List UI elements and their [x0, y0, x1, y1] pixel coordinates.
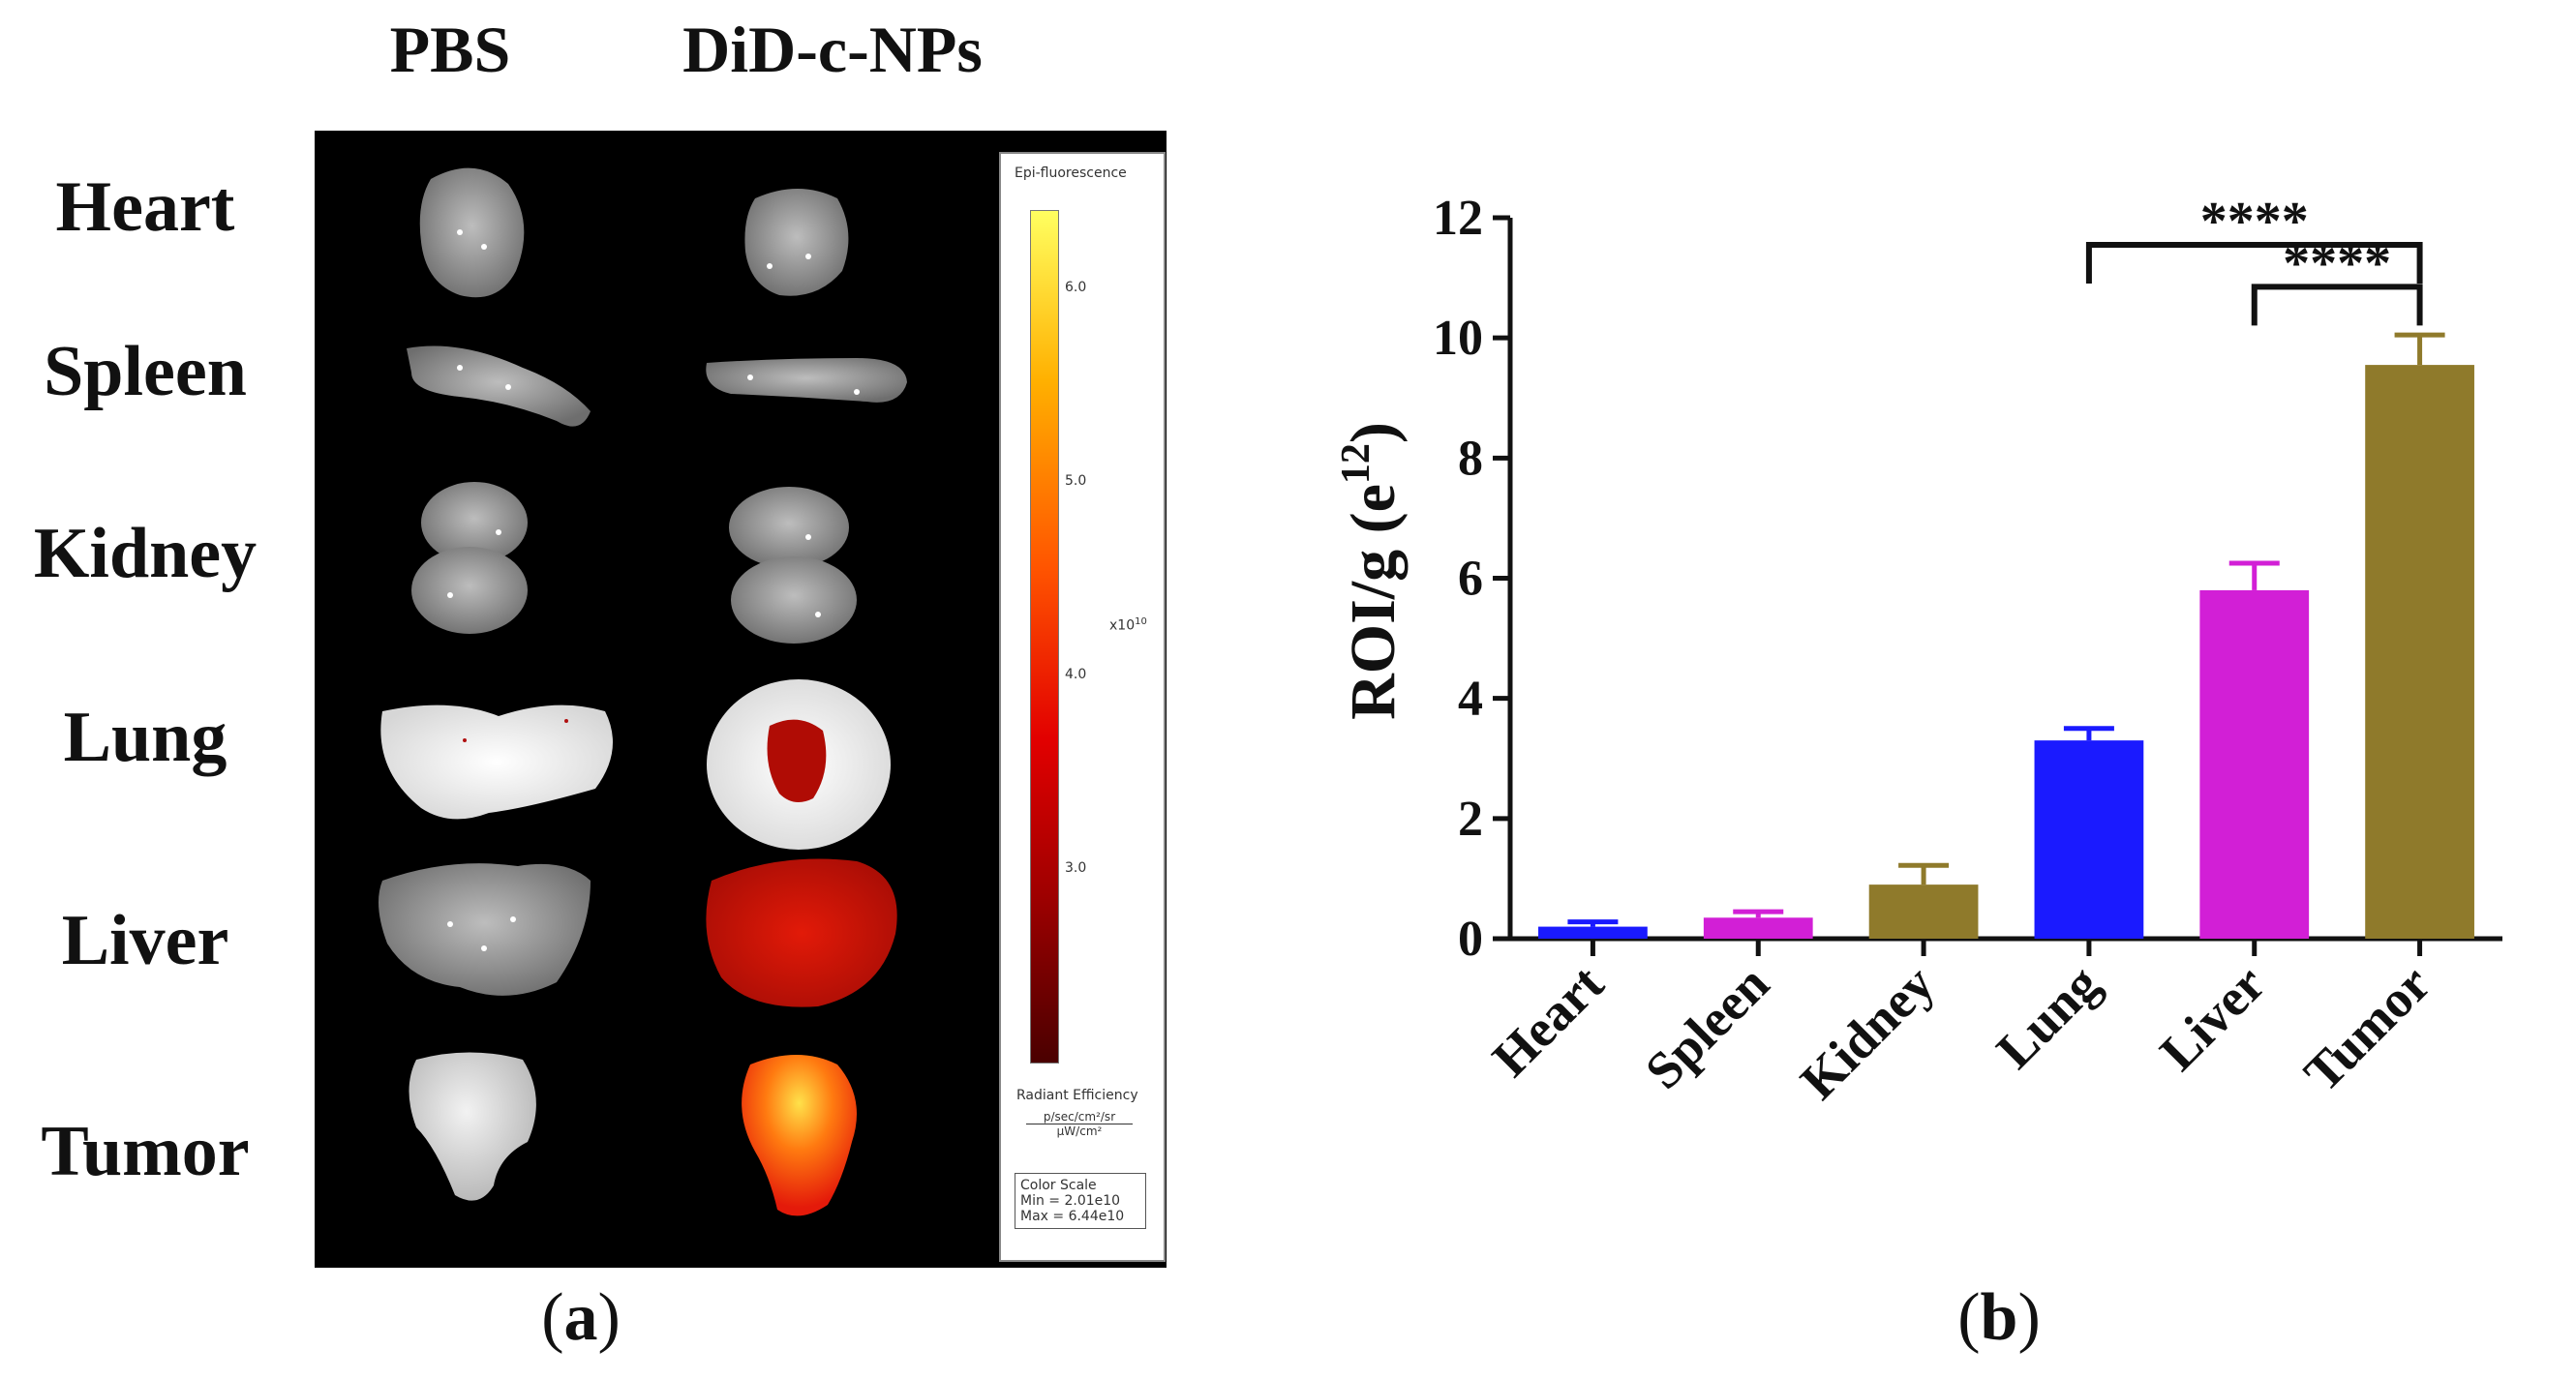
- colorbar-tick-6: 6.0: [1065, 280, 1087, 295]
- organ-lung-did: [707, 679, 891, 850]
- organ-heart-pbs: [419, 167, 525, 298]
- colorbar-title: Epi-fluorescence: [1015, 165, 1127, 181]
- y-tick-label: 4: [1458, 672, 1483, 727]
- row-label-liver: Liver: [61, 901, 229, 980]
- y-tick-label: 0: [1458, 912, 1483, 967]
- y-tick-label: 2: [1458, 792, 1483, 847]
- y-axis-title: ROI/g (e12): [1334, 422, 1409, 720]
- y-tick-label: 10: [1433, 311, 1483, 366]
- organ-tumor-did: [742, 1055, 857, 1216]
- row-label-tumor: Tumor: [41, 1112, 250, 1191]
- organ-heart-did: [744, 189, 849, 296]
- y-tick-label: 8: [1458, 431, 1483, 486]
- organ-spleen-did: [706, 358, 907, 403]
- bar-lung: [2034, 740, 2144, 939]
- y-tick-label: 12: [1433, 191, 1483, 246]
- organ-liver-pbs: [379, 863, 591, 996]
- significance-label: ****: [2200, 192, 2309, 252]
- colorbar-unit-fraction: p/sec/cm²/sr µW/cm²: [1026, 1110, 1133, 1138]
- color-scale-box: Color Scale Min = 2.01e10 Max = 6.44e10: [1015, 1173, 1146, 1229]
- row-label-lung: Lung: [63, 698, 227, 777]
- y-tick-label: 6: [1458, 552, 1483, 607]
- bar-spleen: [1703, 917, 1813, 939]
- colorbar-tick-3: 3.0: [1065, 860, 1087, 876]
- organ-lung-pbs: [380, 704, 613, 820]
- x-tick-label-tumor: Tumor: [2293, 954, 2441, 1102]
- x-tick-label-heart: Heart: [1481, 954, 1615, 1088]
- colorbar-gradient: [1030, 210, 1059, 1064]
- colorbar-unit-denominator: µW/cm²: [1056, 1124, 1103, 1138]
- x-tick-label-kidney: Kidney: [1789, 954, 1945, 1110]
- column-header-did-c-nps: DiD-c-NPs: [682, 13, 983, 86]
- colorbar-tick-4: 4.0: [1065, 667, 1087, 682]
- colorbar-unit-numerator: p/sec/cm²/sr: [1026, 1110, 1133, 1124]
- organ-tumor-pbs: [409, 1052, 536, 1201]
- organ-spleen-pbs: [407, 345, 591, 427]
- x-tick-label-spleen: Spleen: [1634, 954, 1780, 1100]
- colorbar-tick-5: 5.0: [1065, 473, 1087, 489]
- colorbar-unit-label: Radiant Efficiency: [1016, 1088, 1138, 1103]
- colorbar-multiplier: x1010: [1109, 616, 1147, 634]
- panel-label-b: (b): [1957, 1280, 2041, 1355]
- bar-chart: ROI/g (e12) 0 2 4 6 8 10 12 Heart Spleen Kidney Lu…: [1334, 191, 2502, 1110]
- significance-label: ****: [2283, 233, 2391, 293]
- significance-bracket: [2251, 284, 2423, 326]
- significance-bracket: [2085, 241, 2423, 284]
- color-scale-max: Max = 6.44e10: [1020, 1209, 1125, 1224]
- color-scale-title: Color Scale: [1020, 1178, 1097, 1193]
- y-axis-title-text: ROI/g (e12): [1334, 422, 1409, 720]
- organ-liver-did: [706, 858, 897, 1007]
- bar-liver: [2199, 589, 2310, 939]
- row-label-heart: Heart: [55, 167, 235, 247]
- organ-kidney-did: [729, 487, 857, 644]
- colorbar-panel: Epi-fluorescence 6.0 5.0 4.0 3.0 x1010 R…: [999, 152, 1166, 1262]
- color-scale-min: Min = 2.01e10: [1020, 1193, 1121, 1209]
- organ-kidney-pbs: [411, 482, 528, 634]
- organ-images: [379, 167, 907, 1216]
- bar-tumor: [2365, 365, 2474, 940]
- column-header-pbs: PBS: [389, 13, 511, 86]
- bar-kidney: [1868, 884, 1979, 939]
- panel-label-a: (a): [541, 1280, 621, 1355]
- x-tick-label-lung: Lung: [1985, 954, 2110, 1079]
- row-label-spleen: Spleen: [44, 332, 247, 411]
- bar-heart: [1538, 926, 1648, 939]
- row-label-kidney: Kidney: [33, 514, 258, 593]
- x-tick-label-liver: Liver: [2149, 954, 2276, 1081]
